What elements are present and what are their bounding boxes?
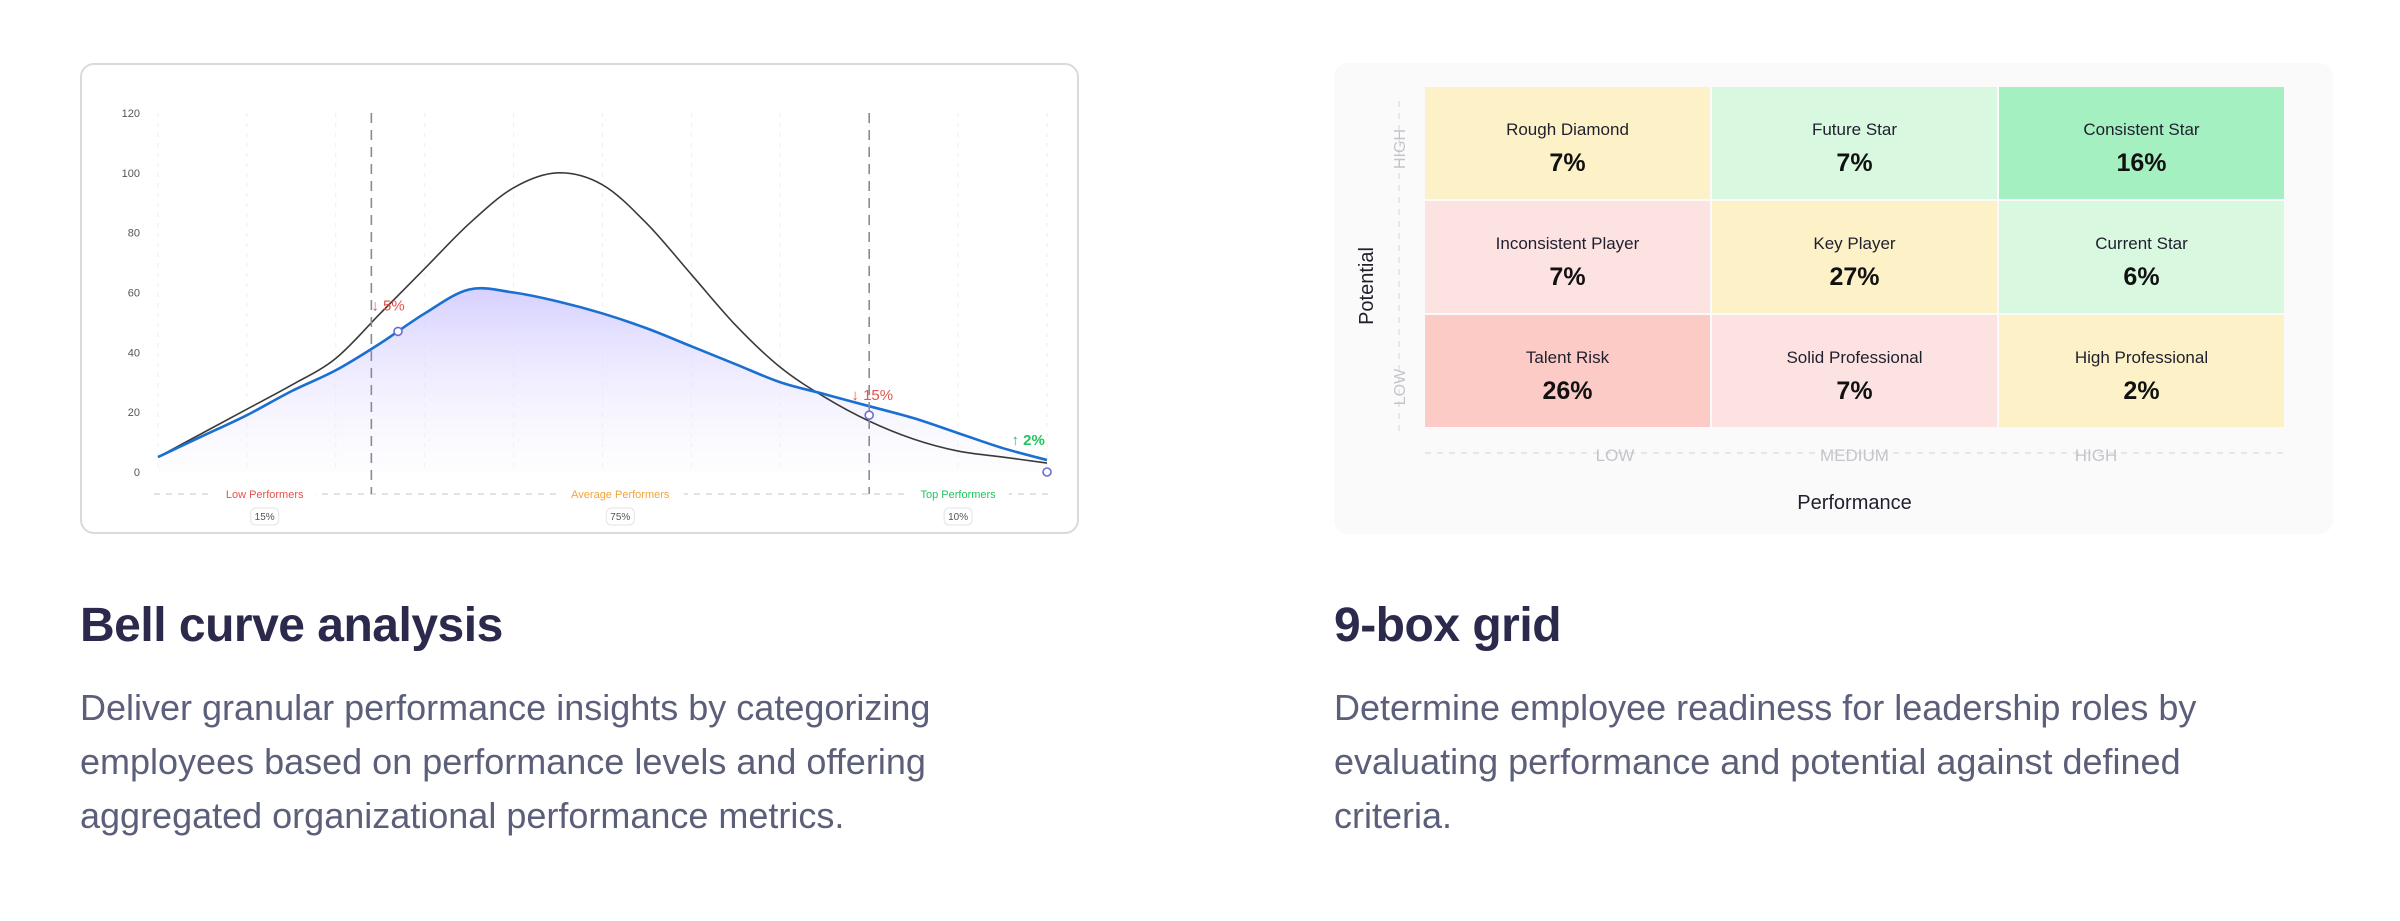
band-percent-pill — [943, 507, 973, 526]
grid-cell-label: Key Player — [1813, 234, 1896, 253]
grid-cell — [1999, 201, 2284, 313]
band-percent-pill — [605, 507, 635, 526]
y-tick-label: 100 — [122, 168, 140, 180]
bell-curve-description: Deliver granular performance insights by… — [80, 687, 931, 836]
nine-box-grid: Rough Diamond 7% Future Star 7% Consistent S… — [1356, 87, 2284, 514]
x-axis-title: Performance — [1797, 492, 1912, 514]
nine-box-heading: 9-box grid — [1334, 599, 1562, 652]
y-tick-label: 60 — [128, 288, 140, 300]
grid-cell-label: Talent Risk — [1526, 348, 1610, 367]
grid-cell-value: 27% — [1829, 263, 1879, 291]
grid-cell-label: Solid Professional — [1786, 348, 1922, 367]
nine-box-card: Rough Diamond 7% Future Star 7% Consistent S… — [1334, 63, 2333, 534]
grid-cell — [1999, 87, 2284, 199]
bell-curve-card: 0 20 40 60 80 100 120 ↓ 5% ↓ 15% ↑ 2% Low Performe… — [80, 63, 1079, 534]
band-label: Top Performers — [920, 489, 996, 501]
band-label: Low Performers — [226, 489, 304, 501]
grid-cell-value: 26% — [1542, 377, 1592, 405]
band-label-bg — [213, 487, 316, 501]
grid-cell — [1712, 201, 1997, 313]
grid-cell — [1425, 87, 1710, 199]
grid-cell-value: 6% — [2123, 263, 2159, 291]
band-label: Average Performers — [571, 489, 670, 501]
y-tick-label: 20 — [128, 407, 140, 419]
data-point-marker — [864, 410, 875, 420]
grid-cell — [1999, 315, 2284, 427]
grid-cell-value: 16% — [2116, 149, 2166, 177]
change-annotation: ↑ 2% — [1011, 432, 1044, 449]
y-label-high: HIGH — [1392, 129, 1409, 169]
bell-curve-chart: 0 20 40 60 80 100 120 ↓ 5% ↓ 15% ↑ 2% Low Performe… — [122, 108, 1053, 526]
actual-distribution-line — [157, 286, 1048, 462]
change-annotation: ↓ 5% — [371, 297, 404, 314]
grid-cell-value: 7% — [1549, 149, 1585, 177]
bell-curve-heading: Bell curve analysis — [80, 599, 503, 652]
y-tick-label: 40 — [128, 347, 140, 359]
grid-cell-label: Rough Diamond — [1506, 120, 1629, 139]
grid-cell-value: 2% — [2123, 377, 2159, 405]
band-label-bg — [907, 487, 1009, 501]
grid-cell-label: Inconsistent Player — [1496, 234, 1640, 253]
grid-cell-value: 7% — [1836, 377, 1872, 405]
band-percent: 10% — [948, 512, 968, 523]
band-percent: 75% — [610, 512, 630, 523]
y-tick-label: 80 — [128, 228, 140, 240]
grid-cell-value: 7% — [1549, 263, 1585, 291]
data-point-marker — [393, 326, 403, 337]
nine-box-description: Determine employee readiness for leaders… — [1334, 687, 2197, 836]
y-tick-label: 120 — [122, 108, 140, 120]
change-annotation: ↓ 15% — [851, 387, 893, 404]
grid-cell — [1712, 87, 1997, 199]
expected-distribution-line — [157, 172, 1048, 464]
y-tick-label: 0 — [134, 467, 140, 479]
grid-cell — [1425, 315, 1710, 427]
y-axis-title: Potential — [1356, 247, 1378, 325]
x-axis-label: HIGH — [2075, 446, 2118, 465]
grid-cell-label: Consistent Star — [2083, 120, 2200, 139]
actual-area-fill — [158, 288, 1047, 472]
band-percent-pill — [250, 507, 280, 526]
x-axis-label: LOW — [1596, 446, 1635, 465]
band-label-bg — [556, 487, 684, 501]
grid-cell-label: Future Star — [1812, 120, 1897, 139]
grid-cell — [1712, 315, 1997, 427]
band-percent: 15% — [255, 512, 275, 523]
grid-cell-label: High Professional — [2075, 348, 2208, 367]
grid-cell-value: 7% — [1836, 149, 1872, 177]
y-label-low: LOW — [1392, 368, 1409, 405]
data-point-marker — [1042, 467, 1052, 477]
grid-cell — [1425, 201, 1710, 313]
x-axis-label: MEDIUM — [1820, 446, 1889, 465]
grid-cell-label: Current Star — [2095, 234, 2188, 253]
